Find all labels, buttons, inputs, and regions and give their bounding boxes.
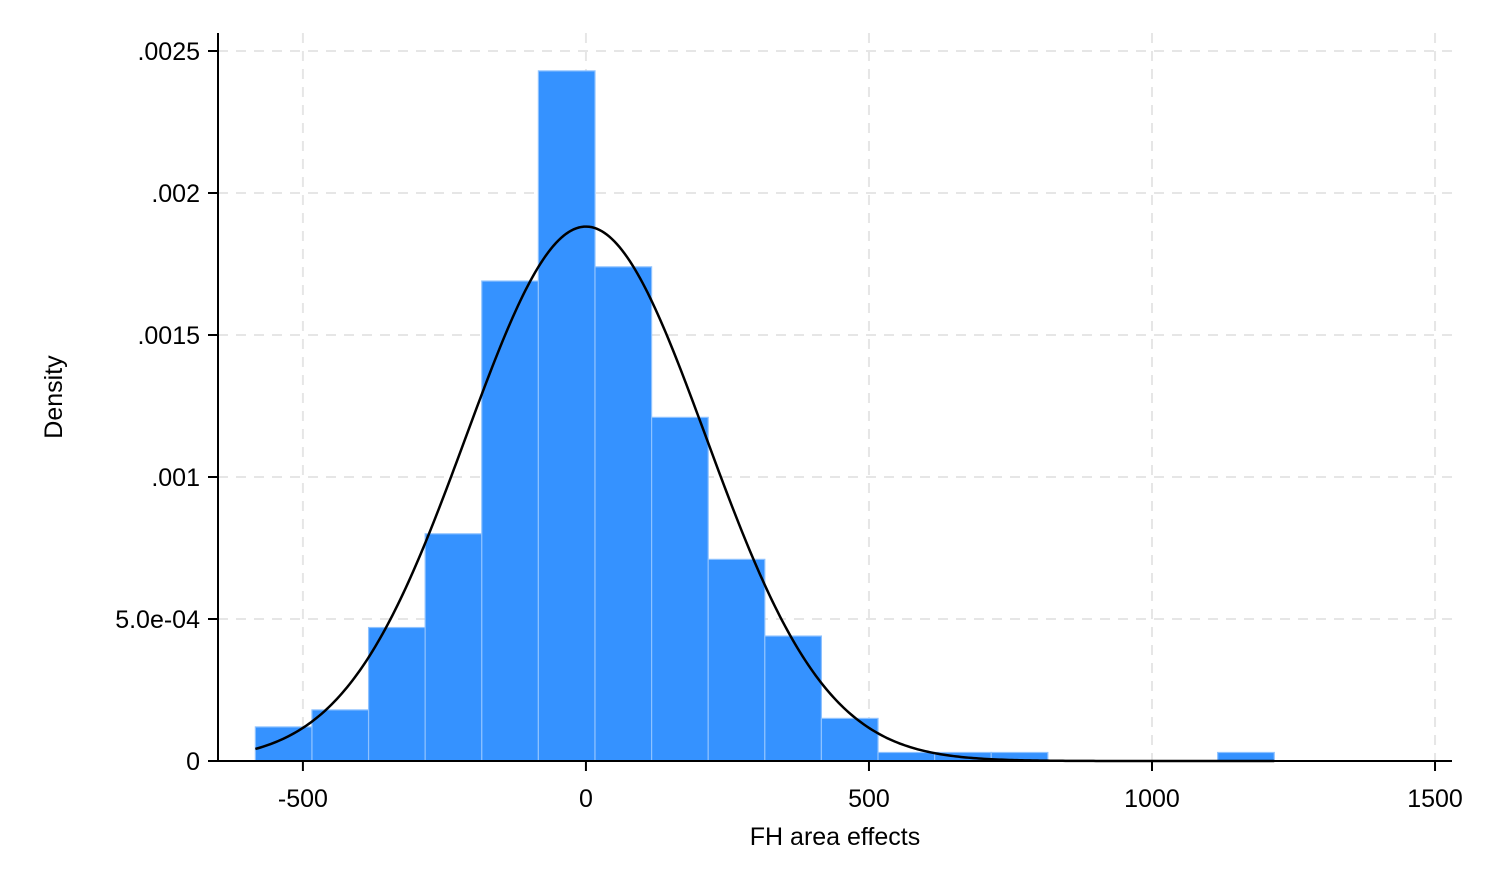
histogram-bar	[367, 626, 426, 762]
histogram-bar	[650, 416, 709, 762]
histogram-bar	[877, 751, 936, 762]
y-axis-title: Density	[40, 355, 68, 439]
y-tick-label: 0	[186, 748, 200, 776]
x-axis-title: FH area effects	[750, 823, 920, 851]
histogram-bars	[254, 70, 1275, 762]
x-tick-label: 500	[848, 785, 890, 813]
histogram-bar	[311, 709, 370, 762]
histogram-bar	[537, 70, 596, 762]
histogram-bar	[254, 726, 313, 762]
x-tick-label: 0	[579, 785, 593, 813]
tick-labels: 0 5.0e-04 .001 .0015 .002 .0025 -500 0 500 1000 15…	[115, 38, 1463, 813]
x-tick-label: 1500	[1407, 785, 1463, 813]
histogram-bar	[707, 558, 766, 762]
y-tick-label: .0025	[137, 38, 200, 66]
histogram-bar	[424, 533, 483, 762]
y-tick-label: .0015	[137, 322, 200, 350]
y-tick-label: .001	[151, 464, 200, 492]
x-tick-label: 1000	[1124, 785, 1180, 813]
histogram-bar	[820, 717, 879, 762]
histogram-bar	[1217, 751, 1275, 762]
y-tick-label: .002	[151, 180, 200, 208]
x-tick-label: -500	[278, 785, 328, 813]
axes	[208, 33, 1452, 771]
y-tick-label: 5.0e-04	[115, 606, 200, 634]
histogram-bar	[594, 266, 653, 762]
histogram-bar	[764, 635, 823, 762]
histogram-bar	[481, 280, 539, 762]
